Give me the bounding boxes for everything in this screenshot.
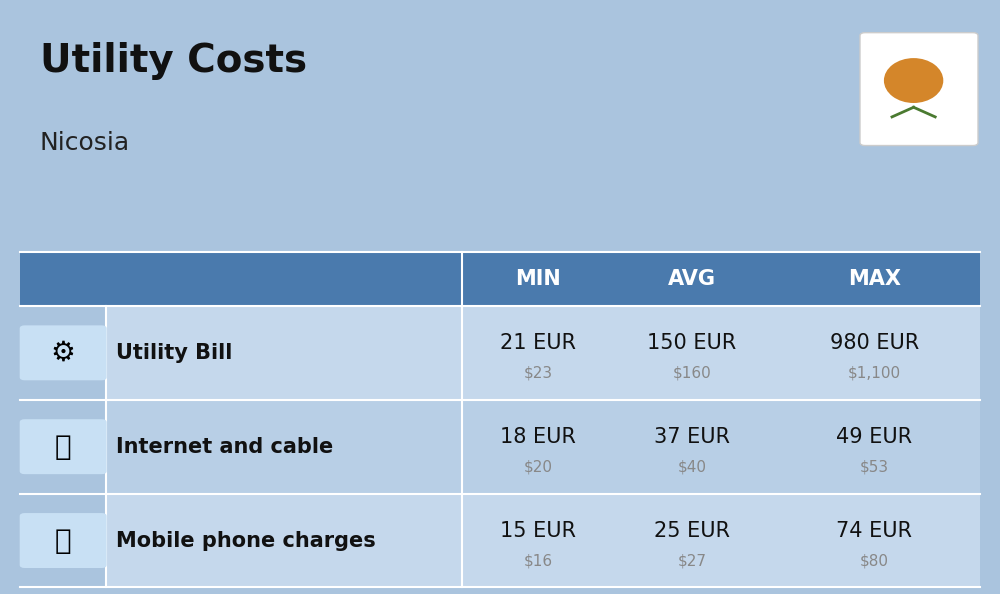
Text: $23: $23 — [524, 366, 553, 381]
Text: Internet and cable: Internet and cable — [116, 437, 333, 457]
Text: AVG: AVG — [668, 269, 716, 289]
Text: MIN: MIN — [516, 269, 561, 289]
Text: Mobile phone charges: Mobile phone charges — [116, 530, 376, 551]
Text: 15 EUR: 15 EUR — [500, 521, 576, 541]
Text: $16: $16 — [524, 554, 553, 568]
FancyBboxPatch shape — [20, 494, 980, 587]
Text: Nicosia: Nicosia — [40, 131, 130, 154]
Text: $27: $27 — [678, 554, 706, 568]
Text: $40: $40 — [678, 460, 706, 475]
Text: 150 EUR: 150 EUR — [647, 333, 737, 353]
Text: 74 EUR: 74 EUR — [836, 521, 912, 541]
FancyBboxPatch shape — [860, 33, 978, 146]
Text: 980 EUR: 980 EUR — [830, 333, 919, 353]
Text: 📶: 📶 — [55, 432, 72, 461]
Text: $20: $20 — [524, 460, 553, 475]
Ellipse shape — [884, 58, 943, 103]
Text: MAX: MAX — [848, 269, 901, 289]
FancyBboxPatch shape — [20, 252, 980, 306]
Text: 18 EUR: 18 EUR — [500, 427, 576, 447]
Text: 49 EUR: 49 EUR — [836, 427, 912, 447]
FancyBboxPatch shape — [20, 306, 980, 400]
Text: Utility Costs: Utility Costs — [40, 42, 307, 80]
Text: ⚙: ⚙ — [51, 339, 76, 367]
Text: 📱: 📱 — [55, 526, 72, 555]
FancyBboxPatch shape — [20, 306, 106, 400]
Text: $80: $80 — [860, 554, 889, 568]
FancyBboxPatch shape — [20, 326, 107, 380]
FancyBboxPatch shape — [20, 419, 107, 474]
FancyBboxPatch shape — [20, 494, 106, 587]
Text: Utility Bill: Utility Bill — [116, 343, 232, 363]
Text: 37 EUR: 37 EUR — [654, 427, 730, 447]
FancyBboxPatch shape — [20, 400, 980, 494]
Text: $53: $53 — [860, 460, 889, 475]
Text: $160: $160 — [673, 366, 711, 381]
Text: $1,100: $1,100 — [848, 366, 901, 381]
FancyBboxPatch shape — [20, 513, 107, 568]
Text: 25 EUR: 25 EUR — [654, 521, 730, 541]
Text: 21 EUR: 21 EUR — [500, 333, 576, 353]
FancyBboxPatch shape — [20, 400, 106, 494]
